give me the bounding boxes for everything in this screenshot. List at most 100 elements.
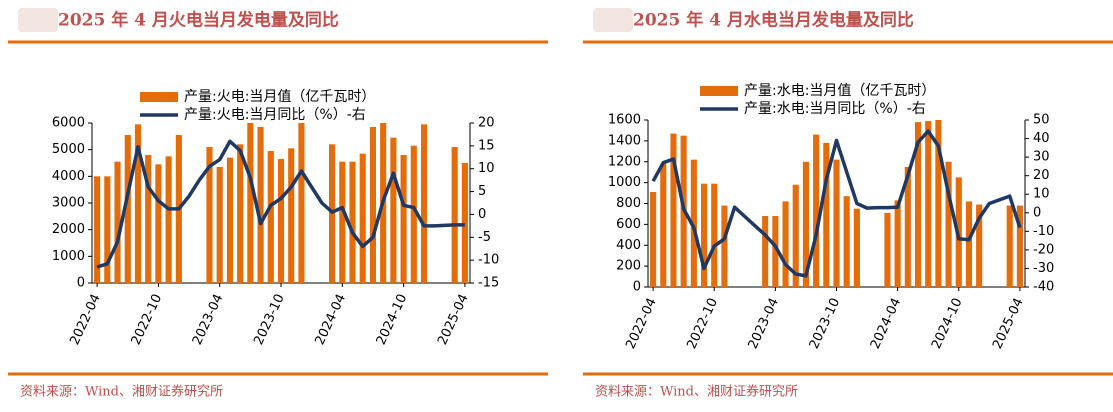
bar [700, 183, 708, 287]
y2-tick-label: -30 [1033, 261, 1054, 276]
y2-tick-label: 15 [478, 138, 495, 153]
bar [461, 163, 468, 283]
line [96, 139, 465, 269]
bar [1016, 205, 1023, 287]
y-tick-label: 1000 [608, 175, 641, 190]
bar [976, 204, 983, 287]
y2-tick-label: 0 [1033, 205, 1041, 220]
x-tick-label: 2023-04 [746, 296, 783, 352]
x-tick-label: 2024-10 [374, 292, 411, 348]
x-tick-label: 2025-04 [990, 296, 1027, 352]
bar [843, 196, 850, 287]
bar [721, 205, 728, 287]
y-tick-label: 200 [616, 259, 641, 274]
bar [660, 163, 667, 287]
bar [349, 161, 356, 283]
legend-label: 产量:火电:当月值（亿千瓦时） [184, 89, 375, 105]
legend-label: 产量:火电:当月同比（%）-右 [184, 107, 366, 123]
y-tick-label: 3000 [52, 196, 85, 211]
y2-tick-label: 20 [478, 116, 495, 131]
bar [114, 161, 121, 283]
y-tick-label: 1200 [608, 154, 641, 169]
x-tick-label: 2023-04 [190, 292, 227, 348]
y2-tick-label: 50 [1033, 113, 1050, 128]
bar [400, 155, 407, 283]
bar [359, 153, 366, 283]
bar [277, 159, 285, 283]
bar [884, 212, 891, 287]
legend-swatch [140, 92, 178, 102]
legend-label: 产量:水电:当月值（亿千瓦时） [744, 83, 935, 99]
y2-tick-label: 20 [1033, 168, 1050, 183]
x-tick-label: 2024-04 [868, 296, 905, 352]
bar [690, 159, 697, 287]
bar [145, 155, 152, 283]
logo-blur [593, 8, 633, 32]
bar [206, 147, 213, 283]
bar [802, 161, 809, 287]
chart-title: 2025 年 4 月火电当月发电量及同比 [58, 10, 339, 31]
x-tick-label: 2023-10 [807, 296, 844, 352]
y2-tick-label: -10 [1033, 224, 1054, 239]
bar [762, 216, 769, 287]
bar [935, 120, 942, 287]
bar [670, 133, 677, 287]
bar [226, 157, 233, 283]
bar [165, 156, 172, 283]
x-tick-label: 2024-04 [313, 292, 350, 348]
x-tick-label: 2025-04 [435, 292, 472, 348]
y-tick-label: 1000 [52, 249, 85, 264]
y-tick-label: 4000 [52, 169, 85, 184]
bar [823, 142, 830, 287]
y-tick-label: 2000 [52, 222, 85, 237]
bar [369, 127, 377, 283]
bar [711, 183, 718, 287]
source: 资料来源：Wind、湘财证券研究所 [595, 384, 798, 400]
bar [410, 145, 417, 283]
bar [339, 161, 346, 283]
bar [420, 124, 428, 283]
y2-tick-label: 0 [478, 207, 486, 222]
bar [247, 123, 254, 283]
bar [155, 164, 162, 283]
bar [257, 127, 264, 283]
bar [390, 137, 397, 283]
y-tick-label: 0 [77, 276, 85, 291]
bar [237, 144, 244, 283]
bar [772, 216, 779, 287]
legend-swatch [700, 86, 738, 96]
y-tick-label: 0 [633, 280, 641, 295]
bar [216, 167, 223, 283]
x-tick-label: 2022-10 [129, 292, 166, 348]
y-tick-label: 400 [616, 238, 641, 253]
bar [925, 121, 932, 287]
x-tick-label: 2024-10 [929, 296, 966, 352]
bar [94, 176, 101, 283]
bar [833, 159, 840, 287]
x-tick-label: 2022-04 [67, 292, 104, 348]
bar [894, 200, 901, 287]
x-tick-label: 2023-10 [251, 292, 288, 348]
x-tick-label: 2022-10 [684, 296, 721, 352]
y2-tick-label: -10 [478, 253, 499, 268]
legend-label: 产量:水电:当月同比（%）-右 [744, 101, 926, 117]
y2-tick-label: -40 [1033, 280, 1054, 295]
bar [134, 124, 142, 283]
source: 资料来源：Wind、湘财证券研究所 [20, 384, 223, 400]
chart-title: 2025 年 4 月水电当月发电量及同比 [633, 10, 914, 31]
y-tick-label: 1600 [608, 113, 641, 128]
bar [298, 123, 305, 283]
bar [914, 122, 922, 288]
bar [965, 201, 973, 287]
bar [650, 192, 657, 287]
bar [124, 135, 131, 283]
y-tick-label: 600 [616, 217, 641, 232]
bar [1006, 205, 1013, 287]
y2-tick-label: -5 [478, 230, 491, 245]
x-tick-label: 2022-04 [623, 296, 660, 352]
y-tick-label: 6000 [52, 116, 85, 131]
bar [853, 208, 860, 287]
y2-tick-label: -15 [478, 276, 499, 291]
y2-tick-label: 10 [1033, 187, 1050, 202]
